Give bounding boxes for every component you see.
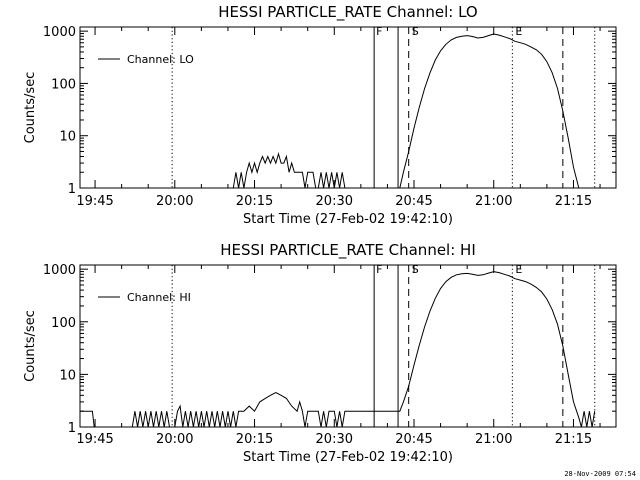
x-tick-label: 20:30: [316, 194, 353, 209]
series-line-0: [80, 271, 596, 428]
x-tick-label: 20:00: [156, 432, 193, 447]
x-tick-label: 21:15: [555, 432, 592, 447]
y-axis-label: Counts/sec: [23, 72, 38, 144]
footer-timestamp: 28-Nov-2009 07:54: [564, 470, 636, 478]
marker-label-f: F: [376, 263, 382, 276]
marker-label-e: E: [515, 263, 522, 276]
plot-frame: [79, 26, 617, 189]
plot-frame: [79, 264, 617, 428]
marker-label-s: S: [412, 263, 419, 276]
y-tick-label: 100: [51, 77, 76, 92]
legend-entry: Channel: LO: [127, 53, 194, 66]
marker-label-e: E: [515, 25, 522, 38]
y-tick-label: 10: [59, 130, 76, 145]
marker-label-f: F: [376, 25, 382, 38]
y-axis-label: Counts/sec: [23, 310, 38, 382]
x-tick-label: 19:45: [76, 194, 113, 209]
legend-entry: Channel: HI: [127, 291, 191, 304]
y-tick-label: 1000: [43, 263, 76, 278]
x-tick-label: 20:45: [395, 194, 432, 209]
x-axis-label: Start Time (27-Feb-02 19:42:10): [243, 450, 453, 465]
marker-label-s: S: [412, 25, 419, 38]
x-tick-label: 21:00: [475, 432, 512, 447]
y-tick-label: 1: [68, 421, 76, 436]
y-tick-label: 100: [51, 316, 76, 331]
x-tick-label: 20:00: [156, 194, 193, 209]
x-tick-label: 19:45: [76, 432, 113, 447]
y-tick-label: 1000: [43, 25, 76, 40]
panel-channel-hi: HESSI PARTICLE_RATE Channel: HI 1 10 100 100…: [23, 241, 617, 465]
chart-title: HESSI PARTICLE_RATE Channel: LO: [218, 3, 477, 22]
series-line-0: [232, 33, 580, 189]
x-tick-label: 20:15: [236, 194, 273, 209]
x-axis-label: Start Time (27-Feb-02 19:42:10): [243, 212, 453, 227]
y-tick-label: 1: [68, 182, 76, 197]
x-tick-label: 20:30: [316, 432, 353, 447]
x-tick-label: 20:45: [395, 432, 432, 447]
chart-title: HESSI PARTICLE_RATE Channel: HI: [220, 241, 476, 260]
y-tick-label: 10: [59, 368, 76, 383]
x-tick-label: 21:15: [555, 194, 592, 209]
x-tick-label: 21:00: [475, 194, 512, 209]
panel-channel-lo: HESSI PARTICLE_RATE Channel: LO 1 10 100 100…: [23, 3, 617, 227]
x-tick-label: 20:15: [236, 432, 273, 447]
